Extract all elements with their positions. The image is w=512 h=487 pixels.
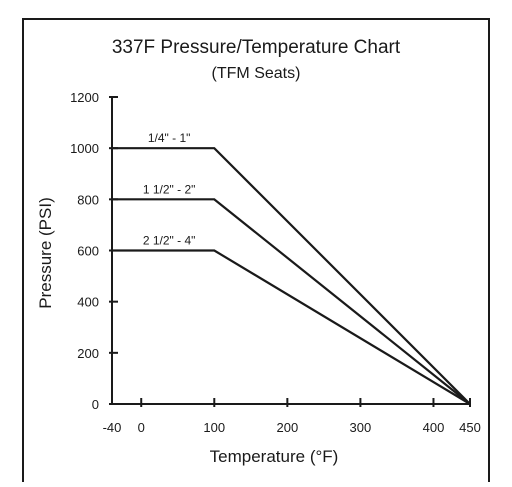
x-tick-label: 100 <box>203 420 225 435</box>
chart-title: 337F Pressure/Temperature Chart <box>112 37 401 58</box>
series-line <box>112 249 471 405</box>
x-tick-label: 400 <box>423 420 445 435</box>
x-tick-label: 300 <box>350 420 372 435</box>
series-line <box>112 147 471 405</box>
x-axis-label: Temperature (°F) <box>210 447 339 466</box>
y-tick-label: 1000 <box>70 141 99 156</box>
y-tick-label: 0 <box>92 397 99 412</box>
y-tick-label: 400 <box>77 295 99 310</box>
series-line <box>112 198 471 405</box>
y-axis-label: Pressure (PSI) <box>36 197 55 308</box>
series-label: 2 1/2" - 4" <box>143 234 196 248</box>
x-tick-label: 450 <box>459 420 481 435</box>
y-tick-label: 200 <box>77 346 99 361</box>
x-tick-label: 200 <box>276 420 298 435</box>
x-tick-label: -40 <box>103 420 122 435</box>
x-tick-label: 0 <box>138 420 145 435</box>
y-tick-label: 600 <box>77 244 99 259</box>
chart-subtitle: (TFM Seats) <box>212 65 301 82</box>
series-label: 1 1/2" - 2" <box>143 182 196 196</box>
y-tick-label: 1200 <box>70 90 99 105</box>
chart-border <box>22 18 490 486</box>
series-label: 1/4" - 1" <box>148 131 191 145</box>
y-tick-label: 800 <box>77 192 99 207</box>
series-group: 1/4" - 1" 1 1/2" - 2" 2 1/2" - 4" <box>112 131 471 405</box>
